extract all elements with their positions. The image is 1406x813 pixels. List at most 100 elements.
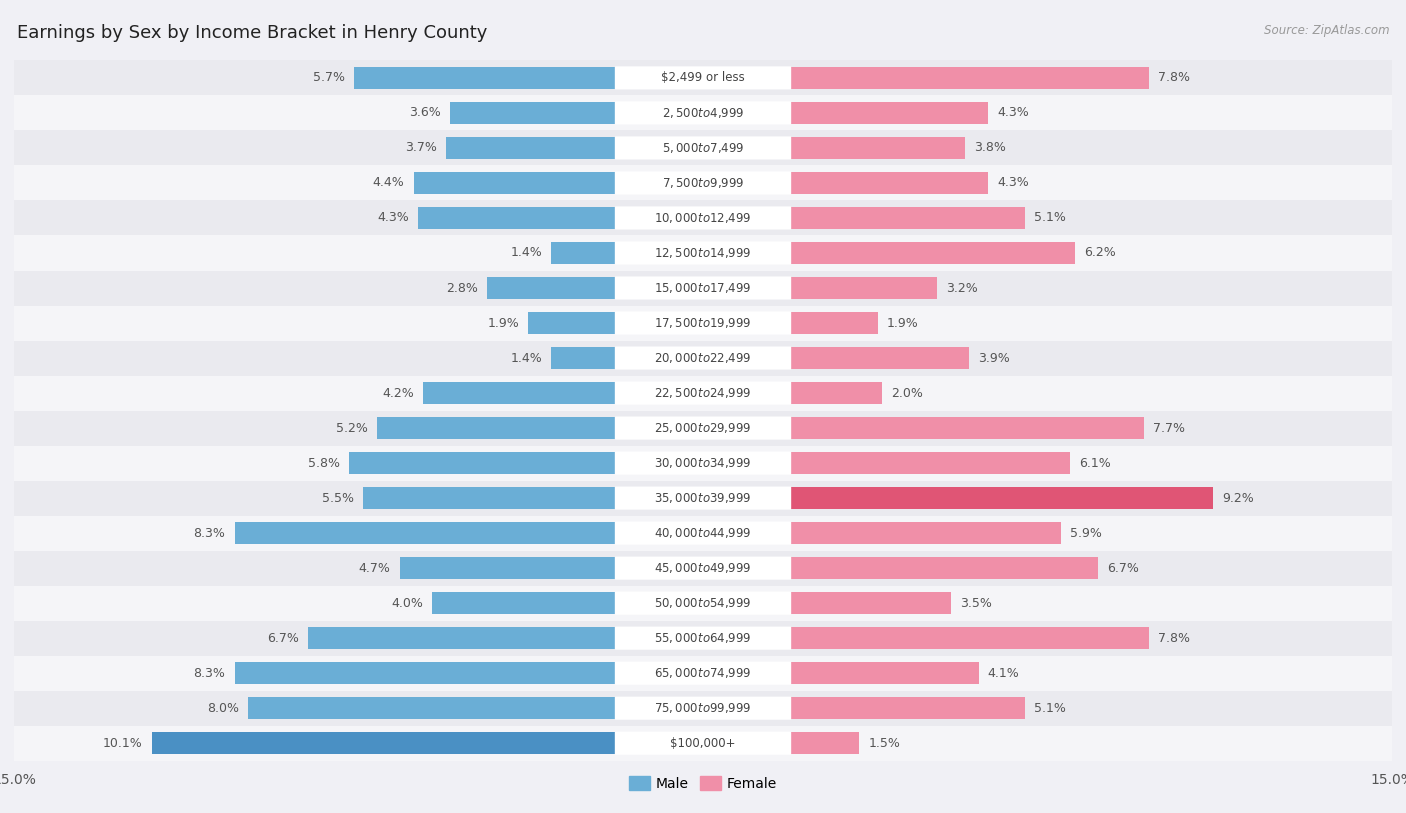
Bar [14, 341, 1392, 376]
Bar [790, 593, 950, 614]
Bar [14, 306, 1392, 341]
Text: $40,000 to $44,999: $40,000 to $44,999 [654, 526, 752, 540]
Bar [14, 271, 1392, 306]
Text: $65,000 to $74,999: $65,000 to $74,999 [654, 666, 752, 680]
Text: 3.6%: 3.6% [409, 107, 441, 120]
Bar [14, 550, 1392, 585]
Text: 3.7%: 3.7% [405, 141, 437, 154]
Text: 4.3%: 4.3% [997, 176, 1029, 189]
Text: 6.7%: 6.7% [1107, 562, 1139, 575]
Text: $22,500 to $24,999: $22,500 to $24,999 [654, 386, 752, 400]
Bar [14, 691, 1392, 726]
Text: Earnings by Sex by Income Bracket in Henry County: Earnings by Sex by Income Bracket in Hen… [17, 24, 488, 42]
Bar [14, 726, 1392, 761]
Text: 3.2%: 3.2% [946, 281, 979, 294]
Text: $50,000 to $54,999: $50,000 to $54,999 [654, 596, 752, 610]
Bar [790, 172, 988, 193]
Bar [14, 411, 1392, 446]
Text: 4.4%: 4.4% [373, 176, 405, 189]
Bar [790, 347, 969, 369]
Bar [152, 733, 616, 754]
Bar [14, 60, 1392, 95]
Bar [790, 242, 1076, 264]
Bar [14, 585, 1392, 620]
Bar [14, 446, 1392, 480]
FancyBboxPatch shape [614, 416, 792, 440]
Bar [790, 207, 1025, 228]
Text: 1.9%: 1.9% [887, 316, 918, 329]
Text: 6.2%: 6.2% [1084, 246, 1116, 259]
Bar [14, 515, 1392, 550]
Text: 3.5%: 3.5% [960, 597, 993, 610]
Text: 8.3%: 8.3% [194, 667, 225, 680]
FancyBboxPatch shape [614, 486, 792, 510]
Text: 8.0%: 8.0% [207, 702, 239, 715]
Text: $25,000 to $29,999: $25,000 to $29,999 [654, 421, 752, 435]
Text: $12,500 to $14,999: $12,500 to $14,999 [654, 246, 752, 260]
Bar [790, 137, 965, 159]
Text: 4.1%: 4.1% [988, 667, 1019, 680]
Bar [249, 698, 616, 719]
FancyBboxPatch shape [614, 697, 792, 720]
Bar [790, 522, 1062, 544]
Text: 10.1%: 10.1% [103, 737, 142, 750]
Bar [790, 733, 859, 754]
Text: 5.2%: 5.2% [336, 422, 368, 435]
FancyBboxPatch shape [614, 381, 792, 405]
Text: $45,000 to $49,999: $45,000 to $49,999 [654, 561, 752, 575]
Bar [790, 67, 1149, 89]
FancyBboxPatch shape [614, 522, 792, 545]
Text: 5.5%: 5.5% [322, 492, 354, 505]
Text: $55,000 to $64,999: $55,000 to $64,999 [654, 631, 752, 646]
Bar [450, 102, 616, 124]
Text: 6.1%: 6.1% [1080, 457, 1111, 470]
Text: $15,000 to $17,499: $15,000 to $17,499 [654, 281, 752, 295]
Bar [354, 67, 616, 89]
Text: $100,000+: $100,000+ [671, 737, 735, 750]
Bar [14, 480, 1392, 515]
FancyBboxPatch shape [614, 67, 792, 89]
Bar [446, 137, 616, 159]
FancyBboxPatch shape [614, 592, 792, 615]
Text: 5.1%: 5.1% [1033, 211, 1066, 224]
Legend: Male, Female: Male, Female [624, 770, 782, 796]
Text: $30,000 to $34,999: $30,000 to $34,999 [654, 456, 752, 470]
FancyBboxPatch shape [614, 451, 792, 475]
Bar [790, 382, 882, 404]
Bar [413, 172, 616, 193]
Text: 1.5%: 1.5% [869, 737, 900, 750]
Text: 2.8%: 2.8% [446, 281, 478, 294]
Bar [529, 312, 616, 334]
Text: 5.7%: 5.7% [312, 72, 344, 85]
Text: $75,000 to $99,999: $75,000 to $99,999 [654, 701, 752, 715]
Bar [790, 417, 1144, 439]
Bar [790, 557, 1098, 579]
Bar [14, 236, 1392, 271]
FancyBboxPatch shape [614, 241, 792, 264]
Text: 1.4%: 1.4% [510, 246, 543, 259]
Bar [423, 382, 616, 404]
Text: 3.8%: 3.8% [974, 141, 1005, 154]
Bar [235, 522, 616, 544]
Bar [551, 242, 616, 264]
Bar [14, 95, 1392, 130]
Text: 2.0%: 2.0% [891, 386, 924, 399]
Text: $35,000 to $39,999: $35,000 to $39,999 [654, 491, 752, 505]
Bar [308, 628, 616, 649]
Text: 7.8%: 7.8% [1157, 72, 1189, 85]
Bar [363, 487, 616, 509]
Text: $2,500 to $4,999: $2,500 to $4,999 [662, 106, 744, 120]
Text: 4.3%: 4.3% [377, 211, 409, 224]
Text: $7,500 to $9,999: $7,500 to $9,999 [662, 176, 744, 190]
Bar [790, 102, 988, 124]
Text: $10,000 to $12,499: $10,000 to $12,499 [654, 211, 752, 225]
Bar [418, 207, 616, 228]
FancyBboxPatch shape [614, 137, 792, 159]
FancyBboxPatch shape [614, 627, 792, 650]
Bar [14, 201, 1392, 236]
Bar [349, 452, 616, 474]
Text: 5.1%: 5.1% [1033, 702, 1066, 715]
Text: 4.3%: 4.3% [997, 107, 1029, 120]
Bar [432, 593, 616, 614]
FancyBboxPatch shape [614, 207, 792, 229]
